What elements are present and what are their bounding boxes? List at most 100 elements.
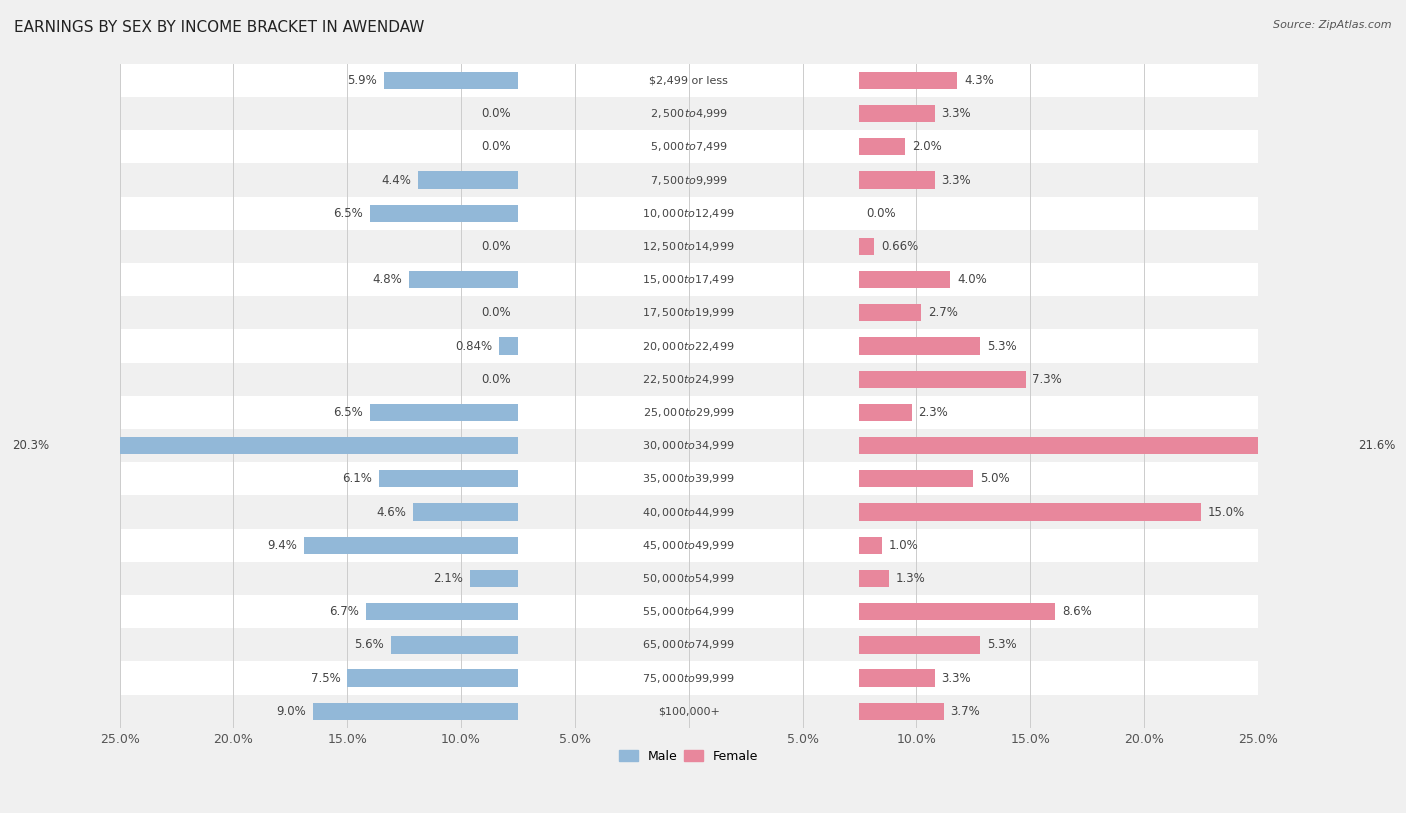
Bar — [366, 603, 517, 620]
Bar — [859, 603, 1054, 620]
Text: 3.7%: 3.7% — [950, 705, 980, 718]
Bar — [470, 570, 517, 587]
Text: 0.0%: 0.0% — [481, 107, 512, 120]
Bar — [859, 72, 957, 89]
Bar — [859, 503, 1201, 520]
Text: 3.3%: 3.3% — [942, 672, 972, 685]
Bar — [859, 437, 1351, 454]
Bar — [859, 237, 875, 255]
Text: $55,000 to $64,999: $55,000 to $64,999 — [643, 605, 735, 618]
Text: 2.0%: 2.0% — [911, 141, 942, 154]
Text: 2.3%: 2.3% — [918, 406, 948, 419]
Text: $12,500 to $14,999: $12,500 to $14,999 — [643, 240, 735, 253]
Bar — [859, 537, 882, 554]
Text: $25,000 to $29,999: $25,000 to $29,999 — [643, 406, 735, 419]
Bar — [859, 304, 921, 321]
Bar — [384, 72, 517, 89]
Text: $35,000 to $39,999: $35,000 to $39,999 — [643, 472, 735, 485]
Text: 5.0%: 5.0% — [980, 472, 1010, 485]
Text: 5.3%: 5.3% — [987, 638, 1017, 651]
Text: 2.1%: 2.1% — [433, 572, 464, 585]
Legend: Male, Female: Male, Female — [614, 746, 763, 768]
Bar — [409, 271, 517, 289]
Bar — [859, 637, 980, 654]
Text: $10,000 to $12,499: $10,000 to $12,499 — [643, 207, 735, 220]
Text: $22,500 to $24,999: $22,500 to $24,999 — [643, 372, 735, 385]
Text: $15,000 to $17,499: $15,000 to $17,499 — [643, 273, 735, 286]
Bar — [120, 296, 1258, 329]
Bar — [120, 130, 1258, 163]
Bar — [120, 562, 1258, 595]
Bar — [859, 669, 935, 687]
Bar — [314, 702, 517, 720]
Bar — [120, 97, 1258, 130]
Text: 0.0%: 0.0% — [481, 307, 512, 320]
Bar — [120, 63, 1258, 97]
Text: 3.3%: 3.3% — [942, 173, 972, 186]
Bar — [859, 404, 911, 421]
Text: 15.0%: 15.0% — [1208, 506, 1244, 519]
Text: $65,000 to $74,999: $65,000 to $74,999 — [643, 638, 735, 651]
Text: 9.0%: 9.0% — [277, 705, 307, 718]
Bar — [304, 537, 517, 554]
Text: 9.4%: 9.4% — [267, 539, 297, 552]
Bar — [859, 271, 950, 289]
Text: 4.0%: 4.0% — [957, 273, 987, 286]
Text: 5.3%: 5.3% — [987, 340, 1017, 353]
Bar — [370, 404, 517, 421]
Text: 4.6%: 4.6% — [377, 506, 406, 519]
Text: 4.4%: 4.4% — [381, 173, 411, 186]
Bar — [120, 263, 1258, 296]
Bar — [120, 363, 1258, 396]
Text: 4.8%: 4.8% — [373, 273, 402, 286]
Text: 20.3%: 20.3% — [13, 439, 49, 452]
Text: 8.6%: 8.6% — [1062, 605, 1091, 618]
Bar — [120, 197, 1258, 230]
Bar — [380, 470, 517, 488]
Text: 4.3%: 4.3% — [965, 74, 994, 87]
Text: 0.0%: 0.0% — [866, 207, 896, 220]
Text: 3.3%: 3.3% — [942, 107, 972, 120]
Text: 7.5%: 7.5% — [311, 672, 340, 685]
Text: $5,000 to $7,499: $5,000 to $7,499 — [650, 141, 728, 154]
Text: $17,500 to $19,999: $17,500 to $19,999 — [643, 307, 735, 320]
Bar — [370, 205, 517, 222]
Text: $20,000 to $22,499: $20,000 to $22,499 — [643, 340, 735, 353]
Text: $40,000 to $44,999: $40,000 to $44,999 — [643, 506, 735, 519]
Text: 0.0%: 0.0% — [481, 240, 512, 253]
Bar — [859, 105, 935, 122]
Text: Source: ZipAtlas.com: Source: ZipAtlas.com — [1274, 20, 1392, 30]
Text: 7.3%: 7.3% — [1032, 372, 1062, 385]
Text: 5.6%: 5.6% — [354, 638, 384, 651]
Bar — [120, 528, 1258, 562]
Text: 6.7%: 6.7% — [329, 605, 359, 618]
Text: 0.0%: 0.0% — [481, 372, 512, 385]
Text: $50,000 to $54,999: $50,000 to $54,999 — [643, 572, 735, 585]
Bar — [859, 470, 973, 488]
Bar — [120, 230, 1258, 263]
Text: 0.66%: 0.66% — [882, 240, 918, 253]
Text: $2,499 or less: $2,499 or less — [650, 76, 728, 85]
Bar — [859, 138, 905, 155]
Text: 21.6%: 21.6% — [1358, 439, 1395, 452]
Text: $45,000 to $49,999: $45,000 to $49,999 — [643, 539, 735, 552]
Bar — [120, 662, 1258, 694]
Text: EARNINGS BY SEX BY INCOME BRACKET IN AWENDAW: EARNINGS BY SEX BY INCOME BRACKET IN AWE… — [14, 20, 425, 35]
Bar — [347, 669, 517, 687]
Text: 6.5%: 6.5% — [333, 406, 363, 419]
Bar — [499, 337, 517, 354]
Bar — [120, 429, 1258, 463]
Bar — [120, 463, 1258, 495]
Text: 6.5%: 6.5% — [333, 207, 363, 220]
Bar — [413, 503, 517, 520]
Bar — [418, 172, 517, 189]
Text: $7,500 to $9,999: $7,500 to $9,999 — [650, 173, 728, 186]
Text: 6.1%: 6.1% — [343, 472, 373, 485]
Bar — [859, 337, 980, 354]
Text: 0.84%: 0.84% — [456, 340, 492, 353]
Text: $75,000 to $99,999: $75,000 to $99,999 — [643, 672, 735, 685]
Bar — [120, 329, 1258, 363]
Bar — [120, 163, 1258, 197]
Bar — [859, 702, 943, 720]
Bar — [120, 694, 1258, 728]
